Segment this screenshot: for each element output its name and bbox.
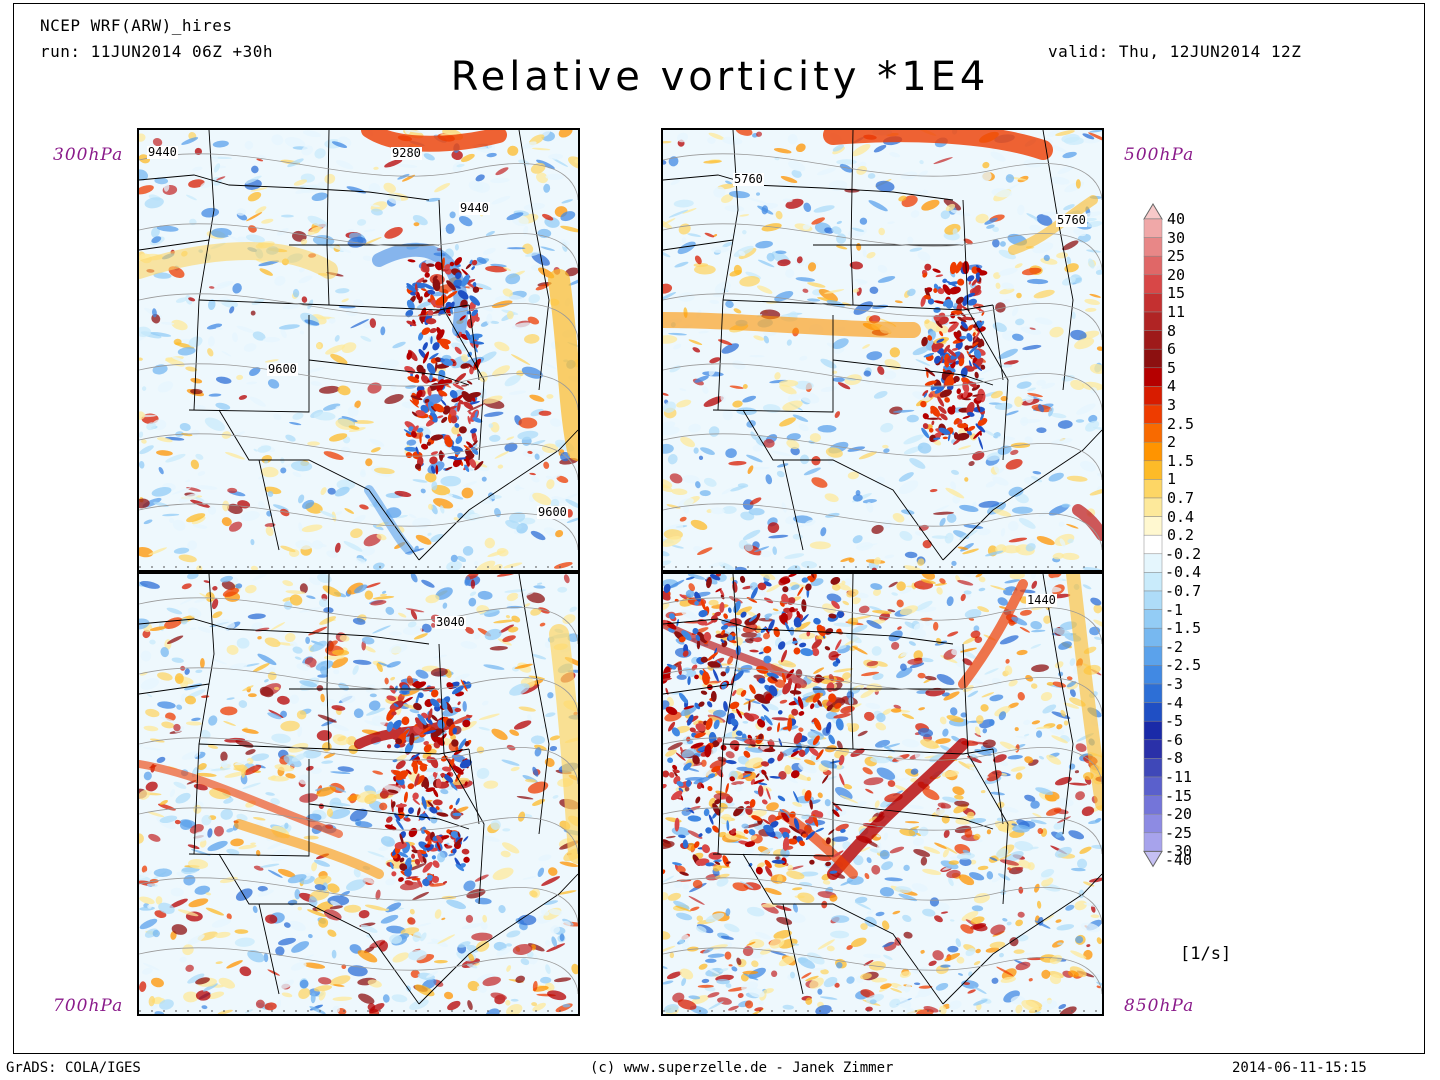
colorbar-tick-label: 25: [1167, 249, 1185, 264]
colorbar-swatch: [1144, 275, 1162, 294]
level-label-850: 850hPa: [1124, 996, 1194, 1016]
contour-label: 9280: [391, 147, 422, 160]
colorbar-tick-label: 1.5: [1167, 454, 1194, 469]
colorbar-tick-label: -5: [1165, 714, 1183, 729]
colorbar-swatch: [1144, 424, 1162, 443]
colorbar-swatch: [1144, 517, 1162, 536]
colorbar-tick-label: 15: [1167, 286, 1185, 301]
colorbar-swatch: [1144, 405, 1162, 424]
map-panel-300hPa: 9440 9280 9440 9600 9600: [137, 128, 580, 572]
colorbar-swatch: [1144, 386, 1162, 405]
level-label-700: 700hPa: [53, 996, 123, 1016]
contour-label: 9600: [267, 363, 298, 376]
colorbar-units: [1/s]: [1180, 944, 1231, 964]
colorbar-tick-label: -11: [1165, 770, 1192, 785]
colorbar-tick-label: 11: [1167, 305, 1185, 320]
colorbar-swatch: [1144, 368, 1162, 387]
colorbar-tick-label: -8: [1165, 751, 1183, 766]
colorbar-swatch: [1144, 442, 1162, 461]
colorbar-swatch: [1144, 740, 1162, 759]
colorbar-tick-label: 5: [1167, 361, 1176, 376]
vorticity-field: [139, 574, 578, 1014]
colorbar-tick-label: 40: [1167, 212, 1185, 227]
contour-label: 1440: [1026, 594, 1057, 607]
colorbar-swatch: [1144, 498, 1162, 517]
colorbar-swatch: [1144, 796, 1162, 815]
colorbar-swatch: [1144, 238, 1162, 257]
colorbar-tick-label: 0.4: [1167, 510, 1194, 525]
colorbar-tick-label: -0.7: [1165, 584, 1201, 599]
colorbar-swatch: [1144, 628, 1162, 647]
colorbar-tick-label: 2: [1167, 435, 1176, 450]
colorbar-swatch: [1144, 219, 1162, 238]
colorbar-swatch: [1144, 647, 1162, 666]
colorbar-swatch: [1144, 479, 1162, 498]
colorbar-swatch: [1144, 256, 1162, 275]
colorbar-tick-label: -0.2: [1165, 547, 1201, 562]
map-panel-700hPa: 3040: [137, 572, 580, 1016]
colorbar-swatches: [1143, 203, 1163, 869]
vorticity-field: [139, 130, 578, 570]
colorbar-tick-label: -0.4: [1165, 565, 1201, 580]
colorbar-swatch: [1144, 833, 1162, 852]
contour-label: 9600: [537, 506, 568, 519]
colorbar-swatch: [1144, 461, 1162, 480]
colorbar-swatch: [1144, 703, 1162, 722]
colorbar-tick-label: -6: [1165, 733, 1183, 748]
contour-label: 5760: [1056, 214, 1087, 227]
map-panel-850hPa: 1440: [661, 572, 1104, 1016]
colorbar-tick-label: 4: [1167, 379, 1176, 394]
figure-title: Relative vorticity *1E4: [0, 54, 1440, 100]
colorbar-swatch: [1144, 665, 1162, 684]
level-label-300: 300hPa: [53, 145, 123, 165]
colorbar-tick-label: 0.2: [1167, 528, 1194, 543]
colorbar-tick-label: -1.5: [1165, 621, 1201, 636]
footer-left: GrADS: COLA/IGES: [6, 1060, 141, 1076]
colorbar-tick-label: 6: [1167, 342, 1176, 357]
colorbar-swatch: [1144, 851, 1162, 866]
colorbar-tick-label: 20: [1167, 268, 1185, 283]
colorbar-swatch: [1144, 331, 1162, 350]
level-label-500: 500hPa: [1124, 145, 1194, 165]
colorbar-tick-label: -20: [1165, 807, 1192, 822]
colorbar-tick-label: 2.5: [1167, 417, 1194, 432]
colorbar-swatch: [1144, 349, 1162, 368]
colorbar-swatch: [1144, 535, 1162, 554]
colorbar-swatch: [1144, 777, 1162, 796]
colorbar-tick-label: 30: [1167, 231, 1185, 246]
colorbar-swatch: [1144, 591, 1162, 610]
colorbar-tick-label: -2.5: [1165, 658, 1201, 673]
colorbar-tick-label: 3: [1167, 398, 1176, 413]
colorbar-swatch: [1144, 204, 1162, 219]
contour-label: 9440: [459, 202, 490, 215]
vorticity-field: [663, 574, 1102, 1014]
model-label: NCEP WRF(ARW)_hires: [40, 16, 233, 35]
colorbar-tick-label: 1: [1167, 472, 1176, 487]
colorbar-tick-label: -2: [1165, 640, 1183, 655]
contour-label: 9440: [147, 146, 178, 159]
colorbar-swatch: [1144, 293, 1162, 312]
colorbar-swatch: [1144, 758, 1162, 777]
colorbar-tick-label: -40: [1165, 853, 1192, 868]
colorbar-tick-label: 0.7: [1167, 491, 1194, 506]
contour-label: 3040: [435, 616, 466, 629]
colorbar-swatch: [1144, 610, 1162, 629]
colorbar-swatch: [1144, 312, 1162, 331]
map-panel-500hPa: 5760 5760: [661, 128, 1104, 572]
colorbar-swatch: [1144, 684, 1162, 703]
contour-label: 5760: [733, 173, 764, 186]
colorbar-tick-label: -25: [1165, 826, 1192, 841]
colorbar-swatch: [1144, 721, 1162, 740]
vorticity-field: [663, 130, 1102, 570]
colorbar-tick-label: -4: [1165, 696, 1183, 711]
colorbar-tick-label: 8: [1167, 324, 1176, 339]
colorbar-tick-label: -1: [1165, 603, 1183, 618]
colorbar-tick-label: -3: [1165, 677, 1183, 692]
colorbar-swatch: [1144, 572, 1162, 591]
colorbar-tick-label: -15: [1165, 789, 1192, 804]
footer-right: 2014-06-11-15:15: [1232, 1060, 1367, 1076]
colorbar-swatch: [1144, 814, 1162, 833]
colorbar-swatch: [1144, 554, 1162, 573]
footer-center: (c) www.superzelle.de - Janek Zimmer: [590, 1060, 893, 1076]
